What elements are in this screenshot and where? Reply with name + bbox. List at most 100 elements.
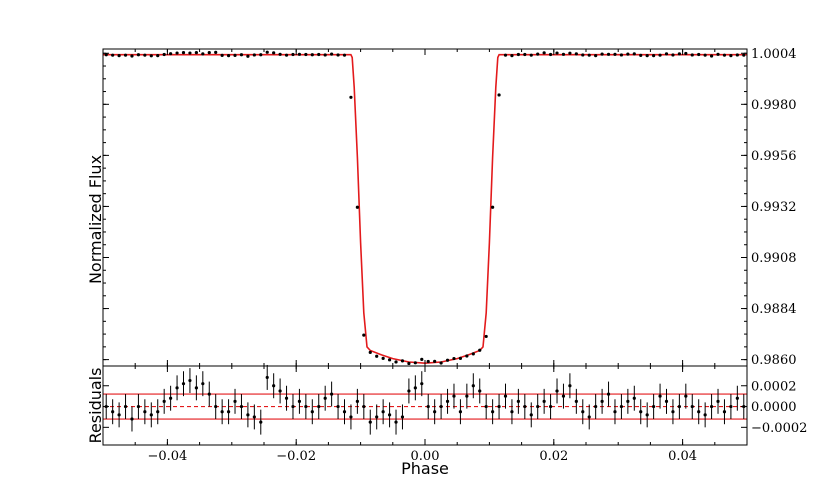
residual-data-point xyxy=(722,410,727,414)
flux-data-point xyxy=(722,53,727,57)
flux-data-point xyxy=(175,51,179,55)
flux-data-point xyxy=(613,52,617,56)
residual-data-point xyxy=(658,394,662,398)
flux-y-tick-label: 0.9884 xyxy=(751,302,797,317)
flux-data-point xyxy=(201,52,205,56)
flux-data-point xyxy=(503,53,508,57)
residual-data-point xyxy=(407,389,411,393)
flux-data-point xyxy=(600,52,604,56)
flux-data-point xyxy=(484,334,488,339)
residual-data-point xyxy=(201,382,205,386)
flux-data-point xyxy=(568,51,572,55)
residual-data-point xyxy=(606,392,611,396)
residual-data-point xyxy=(516,399,520,403)
residual-data-point xyxy=(703,413,707,417)
residual-data-point xyxy=(246,413,250,417)
flux-data-point xyxy=(169,52,173,56)
residual-data-point xyxy=(735,396,739,400)
flux-data-point xyxy=(548,52,553,57)
flux-y-tick-label: 1.0004 xyxy=(751,47,797,62)
residual-data-point xyxy=(284,396,289,400)
flux-data-point xyxy=(478,348,482,352)
residual-data-point xyxy=(278,389,282,393)
residual-data-point xyxy=(548,404,553,409)
residuals-panel: −0.04 −0.02 0.00 0.02 0.04 −0.0002 0.0000 0.00… xyxy=(86,364,807,478)
residual-data-point xyxy=(362,404,366,409)
residual-data-point xyxy=(136,404,141,409)
flux-data-point xyxy=(652,53,656,58)
residual-data-point xyxy=(162,399,166,403)
flux-data-point xyxy=(304,52,308,57)
flux-data-point xyxy=(619,53,624,57)
residual-data-point xyxy=(645,413,649,417)
flux-y-tick-label: 0.9956 xyxy=(751,149,797,164)
flux-data-point xyxy=(349,95,353,99)
flux-data-point xyxy=(510,53,514,58)
residual-data-point xyxy=(471,384,475,388)
flux-data-point xyxy=(336,53,340,57)
flux-data-point xyxy=(355,205,359,209)
residual-data-point xyxy=(188,378,192,383)
flux-data-point xyxy=(394,360,398,364)
residual-data-point xyxy=(542,399,546,403)
residual-data-point xyxy=(297,399,302,403)
flux-data-point xyxy=(194,51,198,55)
residuals-panel-x-ticks: −0.04 −0.02 0.00 0.02 0.04 xyxy=(102,366,748,464)
flux-data-point xyxy=(458,356,463,360)
flux-data-point xyxy=(626,52,630,56)
flux-data-point xyxy=(690,53,694,57)
residual-x-tick-label: −0.04 xyxy=(147,449,187,464)
flux-data-point xyxy=(252,53,256,57)
residual-data-point xyxy=(304,404,308,409)
residual-data-point xyxy=(194,386,198,390)
flux-data-point xyxy=(188,51,192,55)
residual-data-point xyxy=(452,394,456,398)
flux-data-point xyxy=(677,52,681,56)
flux-data-point xyxy=(445,358,450,362)
residual-data-point xyxy=(458,410,463,414)
flux-data-point xyxy=(130,54,134,58)
residual-data-point xyxy=(716,399,720,403)
flux-data-point xyxy=(143,53,147,57)
residual-data-point xyxy=(149,413,153,417)
residual-data-point xyxy=(561,394,566,398)
flux-data-point xyxy=(149,54,153,58)
residual-x-tick-label: 0.02 xyxy=(539,449,568,464)
residual-data-point xyxy=(652,404,656,409)
residual-data-point xyxy=(207,392,211,396)
residual-data-point xyxy=(181,382,186,386)
residual-y-tick-label: −0.0002 xyxy=(751,421,807,436)
residual-x-tick-label: 0.00 xyxy=(411,449,440,464)
flux-data-point xyxy=(697,52,701,57)
residual-data-point xyxy=(420,382,424,386)
flux-data-point xyxy=(664,52,669,56)
flux-data-point xyxy=(181,51,186,55)
residual-data-point xyxy=(613,410,617,414)
flux-data-point xyxy=(239,53,244,57)
flux-data-point xyxy=(555,51,559,55)
residual-data-point xyxy=(574,399,578,403)
residual-data-point xyxy=(381,410,385,414)
residual-data-point xyxy=(175,386,179,390)
flux-data-point xyxy=(491,205,495,209)
residual-data-point xyxy=(600,399,604,403)
residual-data-point xyxy=(729,404,733,409)
residual-data-point xyxy=(336,404,340,409)
flux-data-point xyxy=(117,53,121,58)
flux-data-point xyxy=(375,354,379,358)
residual-data-point xyxy=(220,410,224,414)
residual-data-point xyxy=(156,410,160,414)
residual-data-point xyxy=(529,413,533,417)
flux-data-point xyxy=(536,52,540,56)
residual-data-point xyxy=(342,410,347,414)
residual-data-point xyxy=(226,410,231,414)
flux-data-point xyxy=(632,52,636,56)
residual-x-tick-label: 0.04 xyxy=(668,449,697,464)
residual-data-point xyxy=(581,410,585,414)
residual-data-point xyxy=(239,404,244,409)
residual-data-point xyxy=(252,415,256,419)
residual-data-point xyxy=(684,394,688,398)
residual-data-point xyxy=(497,404,501,409)
flux-data-point xyxy=(471,352,475,356)
flux-data-point xyxy=(574,52,578,56)
